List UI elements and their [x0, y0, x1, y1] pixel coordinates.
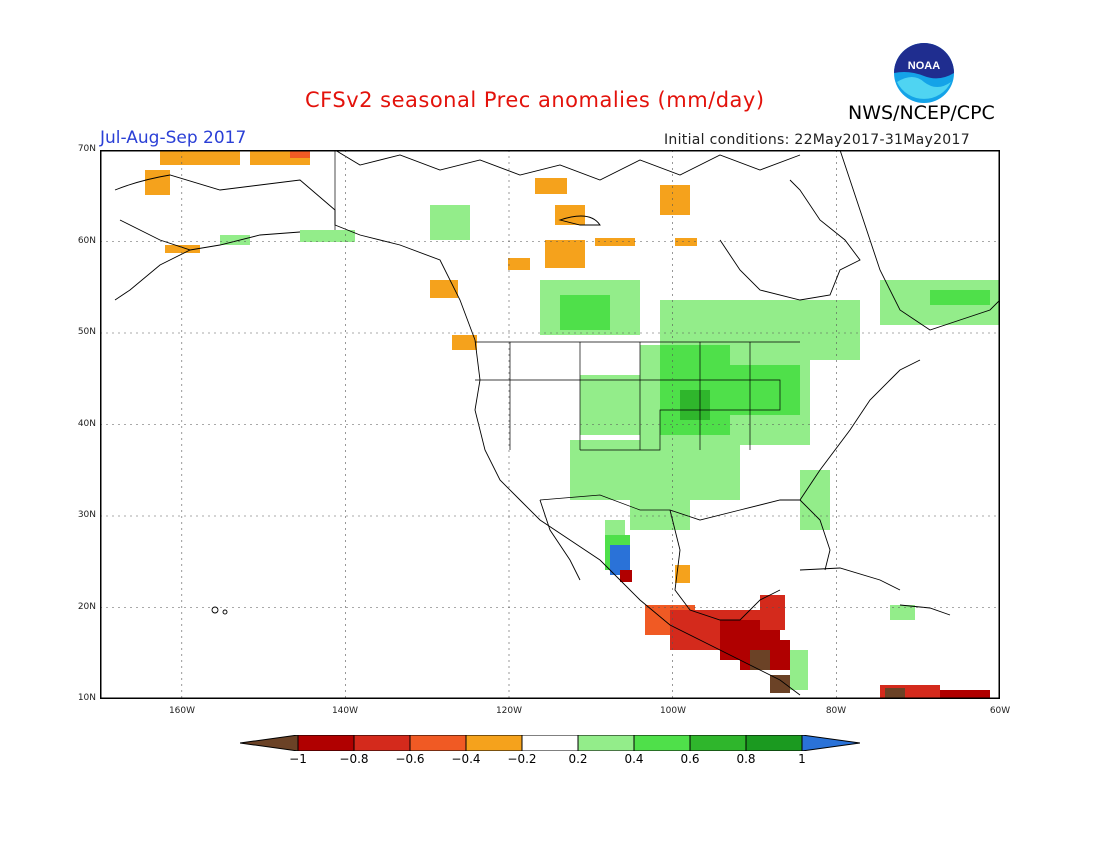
colorbar-segment: [633, 735, 691, 751]
political-borders: [334, 150, 800, 511]
anomaly-cells: [145, 150, 1000, 699]
agency-label: NWS/NCEP/CPC: [848, 102, 995, 124]
color-scale: [240, 735, 860, 751]
graticule: [100, 150, 1000, 699]
coastlines: [114, 150, 1000, 696]
lat-label-50n: 50N: [77, 327, 96, 337]
colorbar-segment: [745, 735, 803, 751]
lat-label-70n: 70N: [77, 144, 96, 154]
colorbar-tick-label: −1: [289, 752, 307, 766]
lon-label-100w: 100W: [659, 706, 687, 716]
lat-label-10n: 10N: [77, 693, 96, 703]
lon-label-160w: 160W: [168, 706, 196, 716]
colorbar-tick-label: −0.4: [451, 752, 481, 766]
colorbar-segment-below: [240, 735, 299, 751]
colorbar-tick-label: −0.6: [395, 752, 425, 766]
colorbar-tick-label: 1: [798, 752, 806, 766]
initial-conditions-label: Initial conditions: 22May2017-31May2017: [664, 132, 970, 148]
lat-label-30n: 30N: [77, 510, 96, 520]
colorbar-segment: [353, 735, 411, 751]
map-title: CFSv2 seasonal Prec anomalies (mm/day): [305, 88, 765, 112]
lat-label-60n: 60N: [77, 236, 96, 246]
lon-label-60w: 60W: [989, 706, 1011, 716]
colorbar-segment: [409, 735, 467, 751]
colorbar-segment: [465, 735, 523, 751]
colorbar-segment: [521, 735, 579, 751]
lat-label-40n: 40N: [77, 419, 96, 429]
lon-label-140w: 140W: [331, 706, 359, 716]
lat-label-20n: 20N: [77, 602, 96, 612]
colorbar-segment: [689, 735, 747, 751]
colorbar-tick-label: 0.2: [568, 752, 588, 766]
colorbar-tick-label: −0.2: [507, 752, 537, 766]
lon-label-80w: 80W: [825, 706, 847, 716]
colorbar-tick-label: 0.4: [624, 752, 644, 766]
noaa-logo: NOAA: [894, 43, 954, 103]
noaa-logo-text: NOAA: [908, 60, 940, 72]
colorbar-segment: [297, 735, 355, 751]
colorbar-tick-label: −0.8: [339, 752, 369, 766]
lon-label-120w: 120W: [495, 706, 523, 716]
season-label: Jul-Aug-Sep 2017: [100, 128, 247, 148]
precip-anomaly-map: [100, 150, 1000, 699]
map-frame: [100, 150, 1000, 699]
colorbar-segment-above: [801, 735, 860, 751]
colorbar-tick-label: 0.6: [680, 752, 700, 766]
colorbar-segment: [577, 735, 635, 751]
colorbar-tick-label: 0.8: [736, 752, 756, 766]
